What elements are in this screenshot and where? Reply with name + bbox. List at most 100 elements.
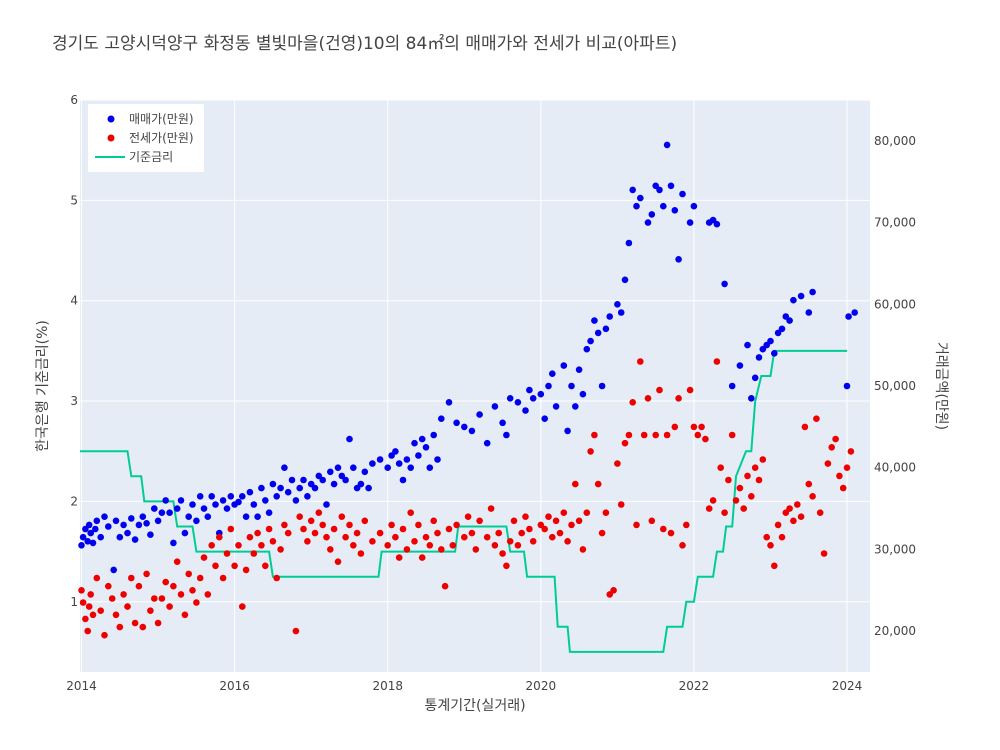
sale-point[interactable] bbox=[158, 509, 166, 516]
jeonse-point[interactable] bbox=[705, 505, 713, 512]
jeonse-point[interactable] bbox=[633, 521, 640, 529]
jeonse-point[interactable] bbox=[506, 538, 514, 545]
sale-point[interactable] bbox=[660, 202, 667, 210]
jeonse-point[interactable] bbox=[541, 525, 548, 533]
sale-point[interactable] bbox=[93, 517, 101, 525]
sale-point[interactable] bbox=[499, 419, 506, 427]
sale-point[interactable] bbox=[235, 498, 242, 506]
sale-point[interactable] bbox=[139, 513, 147, 520]
jeonse-point[interactable] bbox=[686, 386, 694, 394]
jeonse-point[interactable] bbox=[495, 529, 503, 537]
sale-point[interactable] bbox=[422, 444, 430, 451]
sale-point[interactable] bbox=[223, 505, 231, 512]
jeonse-point[interactable] bbox=[549, 533, 556, 541]
jeonse-point[interactable] bbox=[151, 595, 158, 602]
jeonse-point[interactable] bbox=[625, 431, 633, 439]
sale-point[interactable] bbox=[262, 497, 269, 504]
sale-point[interactable] bbox=[721, 280, 728, 288]
jeonse-point[interactable] bbox=[671, 423, 679, 431]
jeonse-point[interactable] bbox=[334, 558, 342, 565]
jeonse-point[interactable] bbox=[820, 550, 828, 557]
jeonse-point[interactable] bbox=[461, 533, 468, 541]
jeonse-point[interactable] bbox=[824, 460, 832, 467]
sale-point[interactable] bbox=[200, 505, 208, 512]
jeonse-point[interactable] bbox=[602, 509, 610, 516]
sale-point[interactable] bbox=[503, 431, 510, 439]
jeonse-point[interactable] bbox=[556, 529, 564, 537]
jeonse-point[interactable] bbox=[415, 521, 422, 529]
sale-point[interactable] bbox=[112, 517, 120, 525]
jeonse-point[interactable] bbox=[644, 395, 652, 402]
jeonse-point[interactable] bbox=[277, 546, 284, 553]
sale-point[interactable] bbox=[506, 395, 514, 402]
sale-point[interactable] bbox=[277, 484, 284, 492]
sale-point[interactable] bbox=[97, 533, 104, 541]
sale-point[interactable] bbox=[748, 395, 755, 402]
jeonse-point[interactable] bbox=[101, 631, 108, 639]
jeonse-point[interactable] bbox=[315, 509, 323, 516]
jeonse-point[interactable] bbox=[311, 529, 319, 537]
sale-point[interactable] bbox=[131, 536, 139, 543]
sale-point[interactable] bbox=[376, 456, 384, 463]
sale-point[interactable] bbox=[598, 382, 606, 390]
jeonse-point[interactable] bbox=[629, 399, 636, 406]
jeonse-point[interactable] bbox=[269, 538, 277, 545]
sale-point[interactable] bbox=[365, 484, 372, 492]
sale-point[interactable] bbox=[736, 362, 744, 369]
sale-point[interactable] bbox=[644, 219, 652, 226]
jeonse-point[interactable] bbox=[204, 591, 212, 598]
jeonse-point[interactable] bbox=[510, 517, 518, 525]
sale-point[interactable] bbox=[181, 529, 189, 537]
sale-point[interactable] bbox=[606, 313, 613, 320]
sale-point[interactable] bbox=[468, 427, 476, 435]
jeonse-point[interactable] bbox=[763, 533, 770, 541]
sale-point[interactable] bbox=[755, 354, 763, 361]
jeonse-point[interactable] bbox=[755, 476, 763, 484]
sale-point[interactable] bbox=[173, 505, 181, 512]
jeonse-point[interactable] bbox=[552, 517, 560, 525]
sale-point[interactable] bbox=[193, 517, 200, 525]
sale-point[interactable] bbox=[219, 497, 227, 504]
jeonse-point[interactable] bbox=[728, 431, 736, 439]
jeonse-point[interactable] bbox=[491, 542, 499, 549]
jeonse-point[interactable] bbox=[778, 533, 786, 541]
sale-point[interactable] bbox=[713, 220, 721, 228]
legend[interactable]: 매매가(만원) 전세가(만원) 기준금리 bbox=[88, 104, 204, 172]
jeonse-point[interactable] bbox=[242, 566, 250, 574]
jeonse-point[interactable] bbox=[663, 431, 671, 439]
sale-point[interactable] bbox=[384, 464, 392, 472]
jeonse-point[interactable] bbox=[292, 627, 300, 635]
jeonse-point[interactable] bbox=[426, 542, 434, 549]
jeonse-point[interactable] bbox=[120, 591, 127, 598]
sale-point[interactable] bbox=[771, 350, 778, 357]
jeonse-point[interactable] bbox=[744, 472, 751, 480]
jeonse-point[interactable] bbox=[522, 513, 529, 520]
sale-point[interactable] bbox=[564, 427, 571, 435]
jeonse-point[interactable] bbox=[690, 423, 698, 431]
sale-point[interactable] bbox=[744, 341, 751, 349]
jeonse-point[interactable] bbox=[196, 574, 204, 582]
sale-point[interactable] bbox=[445, 399, 453, 406]
sale-point[interactable] bbox=[227, 493, 235, 500]
jeonse-point[interactable] bbox=[537, 521, 545, 529]
sale-point[interactable] bbox=[845, 313, 852, 320]
jeonse-point[interactable] bbox=[617, 501, 625, 508]
jeonse-point[interactable] bbox=[483, 533, 491, 541]
sale-point[interactable] bbox=[679, 190, 686, 198]
sale-point[interactable] bbox=[334, 464, 342, 472]
jeonse-point[interactable] bbox=[767, 542, 774, 549]
sale-point[interactable] bbox=[281, 464, 288, 472]
sale-point[interactable] bbox=[292, 497, 300, 504]
jeonse-point[interactable] bbox=[399, 525, 407, 533]
jeonse-point[interactable] bbox=[193, 599, 200, 606]
jeonse-point[interactable] bbox=[235, 542, 242, 549]
sale-point[interactable] bbox=[162, 497, 169, 504]
sale-point[interactable] bbox=[587, 337, 594, 345]
jeonse-point[interactable] bbox=[418, 554, 426, 561]
sale-point[interactable] bbox=[254, 513, 261, 520]
sale-point[interactable] bbox=[101, 513, 108, 520]
jeonse-point[interactable] bbox=[656, 386, 663, 394]
jeonse-point[interactable] bbox=[87, 591, 94, 598]
sale-point[interactable] bbox=[319, 476, 327, 484]
jeonse-point[interactable] bbox=[468, 529, 476, 537]
